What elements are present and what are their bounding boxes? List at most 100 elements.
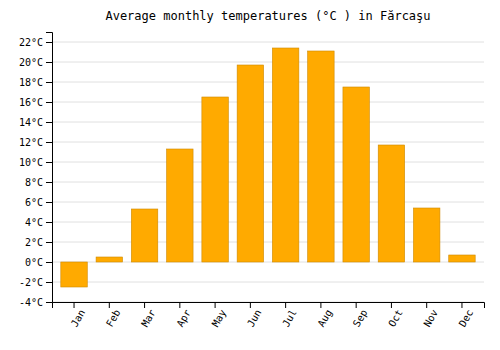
tick-mark <box>250 302 251 308</box>
grid-line <box>52 162 484 163</box>
tick: Feb <box>104 302 123 329</box>
tick-label: 22°C <box>19 37 43 48</box>
bar <box>131 209 157 262</box>
tick-label: 0°C <box>25 257 43 268</box>
grid-line <box>52 62 484 63</box>
bar <box>96 257 122 262</box>
y-axis: -4°C -2°C 0°C 2°C 4°C 6°C 8°C 10°C 12°C 14°C 16°C 1… <box>19 33 53 308</box>
grid-line <box>52 82 484 83</box>
tick-mark <box>46 242 52 243</box>
tick-label: 20°C <box>19 57 43 68</box>
tick-label: Feb <box>104 308 123 329</box>
tick-mark <box>356 302 357 308</box>
tick-mark <box>46 282 52 283</box>
tick: Jan <box>69 302 88 329</box>
tick: -2°C <box>19 277 52 288</box>
grid-line <box>52 42 484 43</box>
tick-mark <box>46 82 52 83</box>
tick-mark <box>46 142 52 143</box>
bar <box>308 51 334 262</box>
tick-mark <box>215 302 216 308</box>
tick-label: -2°C <box>19 277 43 288</box>
bars <box>61 48 475 287</box>
tick-mark <box>46 302 52 303</box>
grid <box>52 42 484 302</box>
grid-line <box>52 142 484 143</box>
chart: -4°C -2°C 0°C 2°C 4°C 6°C 8°C 10°C 12°C 14°C 16°C 1… <box>0 0 500 350</box>
tick-label: -4°C <box>19 297 43 308</box>
bar <box>167 149 193 262</box>
tick: 22°C <box>19 37 52 48</box>
tick-mark <box>46 42 52 43</box>
tick-mark <box>426 302 427 308</box>
title: Average monthly temperatures (°C ) in Fă… <box>105 9 430 23</box>
tick: -4°C <box>19 297 52 308</box>
tick-label: Jun <box>245 308 264 329</box>
axis-line <box>46 33 53 303</box>
tick-mark <box>74 302 75 308</box>
grid-line <box>52 182 484 183</box>
tick-mark <box>46 62 52 63</box>
tick-mark <box>320 302 321 308</box>
tick-mark <box>461 302 462 308</box>
grid-line <box>52 122 484 123</box>
tick-mark <box>46 262 52 263</box>
tick: 8°C <box>25 177 52 188</box>
tick: Nov <box>421 302 440 329</box>
bar <box>449 255 475 262</box>
tick-label: May <box>210 308 229 329</box>
tick: 0°C <box>25 257 52 268</box>
tick-mark <box>144 302 145 308</box>
grid-line <box>52 102 484 103</box>
tick-label: 16°C <box>19 97 43 108</box>
tick-label: Mar <box>139 308 158 329</box>
tick: Apr <box>175 302 194 329</box>
tick-label: 14°C <box>19 117 43 128</box>
tick-mark <box>109 302 110 308</box>
tick-label: Dec <box>457 308 476 329</box>
tick-label: 2°C <box>25 237 43 248</box>
tick-label: 12°C <box>19 137 43 148</box>
tick-label: 6°C <box>25 197 43 208</box>
tick: 2°C <box>25 237 52 248</box>
tick: Jun <box>245 302 264 329</box>
tick-mark <box>46 122 52 123</box>
plot: -4°C -2°C 0°C 2°C 4°C 6°C 8°C 10°C 12°C 14°C 16°C 1… <box>19 33 485 329</box>
tick-label: Oct <box>386 308 405 329</box>
tick-mark <box>46 162 52 163</box>
tick: 12°C <box>19 137 52 148</box>
tick: Dec <box>457 302 476 329</box>
tick: 4°C <box>25 217 52 228</box>
tick-label: Jan <box>69 308 88 329</box>
tick: Sep <box>351 302 370 329</box>
grid-line <box>52 282 484 283</box>
tick-label: Nov <box>421 308 440 329</box>
tick-mark <box>46 222 52 223</box>
bar <box>413 208 439 262</box>
tick-label: 10°C <box>19 157 43 168</box>
tick: 16°C <box>19 97 52 108</box>
axis-line <box>53 303 485 309</box>
grid-line <box>52 202 484 203</box>
bar <box>237 65 263 262</box>
tick: Oct <box>386 302 405 329</box>
tick: Mar <box>139 302 158 329</box>
tick-mark <box>391 302 392 308</box>
tick: 20°C <box>19 57 52 68</box>
tick: 14°C <box>19 117 52 128</box>
tick: Aug <box>316 302 335 329</box>
tick-label: Jul <box>280 308 299 329</box>
tick-label: 18°C <box>19 77 43 88</box>
tick-mark <box>179 302 180 308</box>
tick-mark <box>46 102 52 103</box>
bar <box>378 145 404 262</box>
tick: 10°C <box>19 157 52 168</box>
tick-mark <box>46 202 52 203</box>
tick-label: 8°C <box>25 177 43 188</box>
tick: Jul <box>280 302 299 329</box>
bar <box>61 262 87 287</box>
tick-mark <box>285 302 286 308</box>
x-axis: Jan Feb Mar Apr May Jun Jul Aug Sep Oct Nov Dec <box>53 302 485 329</box>
bar <box>272 48 298 262</box>
bar <box>343 87 369 262</box>
